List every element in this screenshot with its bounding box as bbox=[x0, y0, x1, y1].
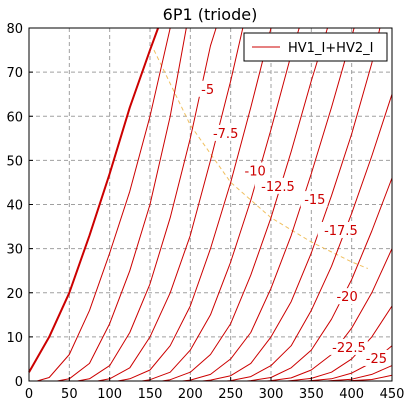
curve-series bbox=[57, 27, 187, 382]
curve-series bbox=[36, 27, 171, 382]
curve-series bbox=[77, 27, 217, 382]
curve-label-bg bbox=[205, 124, 241, 141]
curve-label: -10 bbox=[245, 164, 266, 179]
curve-label-bg bbox=[325, 338, 368, 355]
y-tick-label: 10 bbox=[6, 331, 23, 346]
curve-label-bg bbox=[362, 349, 389, 366]
curve-label-bg bbox=[300, 191, 328, 208]
curve-label: -20 bbox=[336, 290, 357, 305]
curve-label: -25 bbox=[366, 352, 387, 367]
curve-series bbox=[141, 27, 300, 382]
y-tick-label: 20 bbox=[6, 287, 23, 302]
plot-area: -5 -7.5 -10-12.5 -15 -17.5 -20 -22.5-25 bbox=[28, 27, 393, 382]
curve-series bbox=[117, 27, 272, 382]
curve-label-bg bbox=[196, 80, 217, 97]
x-tick-label: 200 bbox=[178, 387, 203, 402]
y-tick-label: 30 bbox=[6, 243, 23, 258]
curve-label-bg bbox=[254, 177, 297, 194]
curve-label-bg bbox=[332, 288, 360, 305]
y-axis-ticks: 0 10 20 30 40 50 60 70 80 bbox=[6, 22, 33, 390]
curve-series bbox=[182, 27, 355, 382]
curve-label: -12.5 bbox=[261, 180, 295, 195]
y-tick-label: 60 bbox=[6, 110, 23, 125]
curve-label: -17.5 bbox=[324, 224, 358, 239]
x-tick-label: 50 bbox=[61, 387, 78, 402]
curve-series bbox=[246, 177, 393, 382]
curve-series bbox=[202, 27, 381, 382]
curve-series bbox=[226, 94, 393, 382]
y-tick-label: 0 bbox=[15, 375, 23, 390]
y-tick-label: 50 bbox=[6, 154, 23, 169]
y-tick-label: 40 bbox=[6, 199, 23, 214]
x-axis-ticks: 0 50 100 150 200 250 300 350 400 450 bbox=[25, 377, 405, 402]
curve-label-bg bbox=[240, 162, 268, 179]
curve-series bbox=[266, 248, 393, 382]
x-tick-label: 0 bbox=[25, 387, 33, 402]
x-tick-label: 250 bbox=[218, 387, 243, 402]
x-tick-label: 400 bbox=[339, 387, 364, 402]
legend: HV1_I+HV2_I bbox=[243, 32, 388, 62]
curve-label: -5 bbox=[201, 83, 214, 98]
x-tick-label: 150 bbox=[138, 387, 163, 402]
curve-series bbox=[28, 27, 160, 373]
curve-series bbox=[162, 27, 328, 382]
curve-series bbox=[97, 27, 244, 382]
y-tick-label: 70 bbox=[6, 66, 23, 81]
x-tick-label: 450 bbox=[380, 387, 405, 402]
curve-label: -15 bbox=[304, 193, 325, 208]
curve-labels: -5 -7.5 -10-12.5 -15 -17.5 -20 -22.5-25 bbox=[196, 80, 389, 367]
y-tick-label: 80 bbox=[6, 22, 23, 37]
curve-label: -7.5 bbox=[213, 127, 238, 142]
curve-label-bg bbox=[317, 221, 360, 238]
curve-label: -22.5 bbox=[332, 341, 366, 356]
legend-entry-label: HV1_I+HV2_I bbox=[288, 41, 373, 56]
x-tick-label: 100 bbox=[97, 387, 122, 402]
chart-title: 6P1 (triode) bbox=[163, 5, 258, 24]
curves bbox=[28, 27, 393, 382]
x-tick-label: 350 bbox=[299, 387, 324, 402]
x-tick-label: 300 bbox=[259, 387, 284, 402]
